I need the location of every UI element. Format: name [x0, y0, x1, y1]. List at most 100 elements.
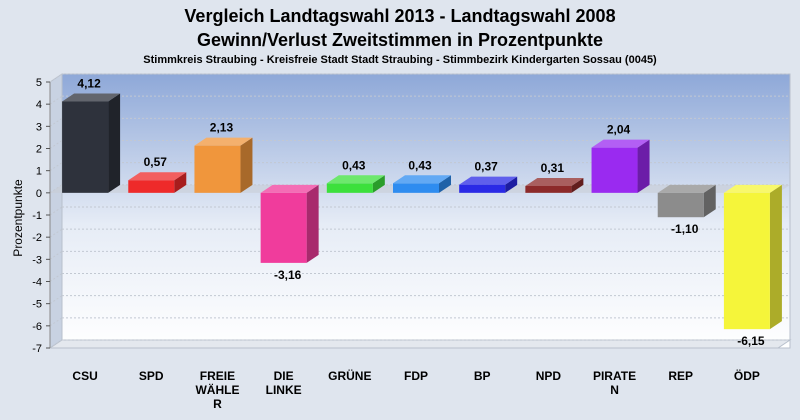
- bar-front: [194, 145, 241, 193]
- bar-top: [525, 177, 584, 186]
- bar-top: [393, 175, 451, 184]
- bar-top: [260, 184, 319, 193]
- grid-line-side: [49, 73, 63, 83]
- y-tick-label: -6: [32, 321, 42, 333]
- bar: [128, 172, 187, 193]
- bar-top: [62, 93, 121, 102]
- chart-titles: Vergleich Landtagswahl 2013 - Landtagswa…: [0, 4, 800, 66]
- y-tick-label: 4: [36, 99, 42, 111]
- bar-top: [657, 184, 716, 193]
- bar-top: [591, 139, 650, 148]
- bar-front: [326, 183, 373, 193]
- y-tick-label: 3: [36, 121, 42, 133]
- chart-title-line-2: Gewinn/Verlust Zweitstimmen in Prozentpu…: [196, 30, 604, 50]
- grid-line-side: [49, 250, 63, 260]
- bar: [525, 177, 584, 193]
- y-axis-ticks: 5 4 3 2 1 0 -1 -2 -3 -4 -5 -6 -7: [32, 77, 50, 355]
- bar-front: [128, 180, 175, 193]
- grid-line-side: [49, 273, 63, 282]
- y-tick-label: -1: [32, 210, 42, 222]
- y-tick-label: -2: [32, 232, 42, 244]
- y-tick-label: 1: [36, 166, 42, 178]
- x-tick-label: LINKE: [266, 383, 302, 397]
- grid-line-side: [49, 162, 63, 172]
- plot-area: [48, 73, 792, 349]
- x-tick-label: N: [610, 383, 619, 397]
- y-tick-label: -7: [32, 343, 42, 355]
- bar-front: [657, 192, 704, 218]
- bar-front: [62, 101, 109, 193]
- data-label: 2,13: [210, 121, 234, 135]
- value-labels: 4,12 0,57 2,13 -3,16 0,43 0,43 0,37 0,31 2,04 -1,…: [77, 77, 764, 349]
- bar-side: [240, 137, 253, 193]
- bar-top: [326, 175, 385, 184]
- plot-side-wall: [49, 73, 63, 349]
- bar-side: [637, 139, 650, 193]
- grid-line-side: [49, 140, 63, 149]
- bar-side: [703, 184, 716, 218]
- grid-line-side: [49, 295, 63, 305]
- y-tick-label: -3: [32, 254, 42, 266]
- data-label: 4,12: [77, 77, 101, 91]
- x-tick-label: GRÜNE: [328, 368, 371, 383]
- bar: [459, 176, 518, 193]
- bar-front: [260, 192, 307, 263]
- bar-front: [393, 183, 439, 193]
- y-tick-label: 2: [36, 144, 42, 156]
- grid-line-side: [49, 317, 63, 327]
- grid-line-side: [49, 228, 63, 238]
- bar-top: [459, 176, 518, 185]
- bar: [260, 184, 319, 263]
- data-label: 0,43: [408, 158, 432, 172]
- bar-side: [505, 176, 518, 193]
- data-label: 0,31: [541, 161, 565, 175]
- y-axis-label: Prozentpunkte: [11, 179, 25, 257]
- bar-side: [439, 175, 451, 193]
- bar: [62, 93, 121, 193]
- bar-side: [108, 93, 121, 193]
- grid-line-side: [49, 117, 63, 127]
- data-label: -6,15: [737, 334, 765, 348]
- x-tick-label: NPD: [536, 369, 562, 383]
- x-tick-label: DIE: [274, 369, 294, 383]
- bar: [723, 184, 782, 330]
- grid-line-side: [49, 339, 63, 349]
- bar-top: [128, 172, 187, 181]
- x-tick-label: REP: [668, 369, 693, 383]
- bar-side: [372, 175, 385, 193]
- bar-top: [723, 184, 782, 193]
- x-tick-label: FDP: [404, 369, 428, 383]
- bar-side: [306, 184, 319, 263]
- bar-side: [174, 172, 187, 193]
- data-label: -1,10: [671, 222, 699, 236]
- y-tick-label: 0: [36, 188, 42, 200]
- bar: [194, 137, 253, 193]
- bar: [657, 184, 716, 218]
- x-tick-label: FREIE: [200, 369, 235, 383]
- plot-floor: [48, 339, 792, 349]
- bar: [591, 139, 650, 193]
- x-tick-label: WÄHLE: [195, 382, 239, 397]
- bar-side: [571, 177, 584, 193]
- chart-subtitle: Stimmkreis Straubing - Kreisfreie Stadt …: [143, 54, 657, 66]
- x-tick-label: CSU: [72, 369, 97, 383]
- data-label: 0,43: [342, 158, 366, 172]
- y-tick-label: -4: [32, 277, 42, 289]
- x-tick-label: SPD: [139, 369, 164, 383]
- data-label: -3,16: [274, 268, 302, 282]
- grid-line-side: [49, 206, 63, 216]
- bar: [393, 175, 451, 193]
- y-tick-label: 5: [36, 77, 42, 89]
- data-label: 2,04: [607, 123, 631, 137]
- y-tick-label: -5: [32, 299, 42, 311]
- bar-front: [459, 184, 506, 193]
- data-label: 0,57: [144, 155, 168, 169]
- bar-front: [591, 147, 638, 193]
- bar-front: [525, 185, 572, 193]
- bar: [326, 175, 385, 193]
- bar-front: [723, 192, 770, 330]
- bar-top: [194, 137, 253, 146]
- chart-title-line-1: Vergleich Landtagswahl 2013 - Landtagswa…: [184, 6, 616, 26]
